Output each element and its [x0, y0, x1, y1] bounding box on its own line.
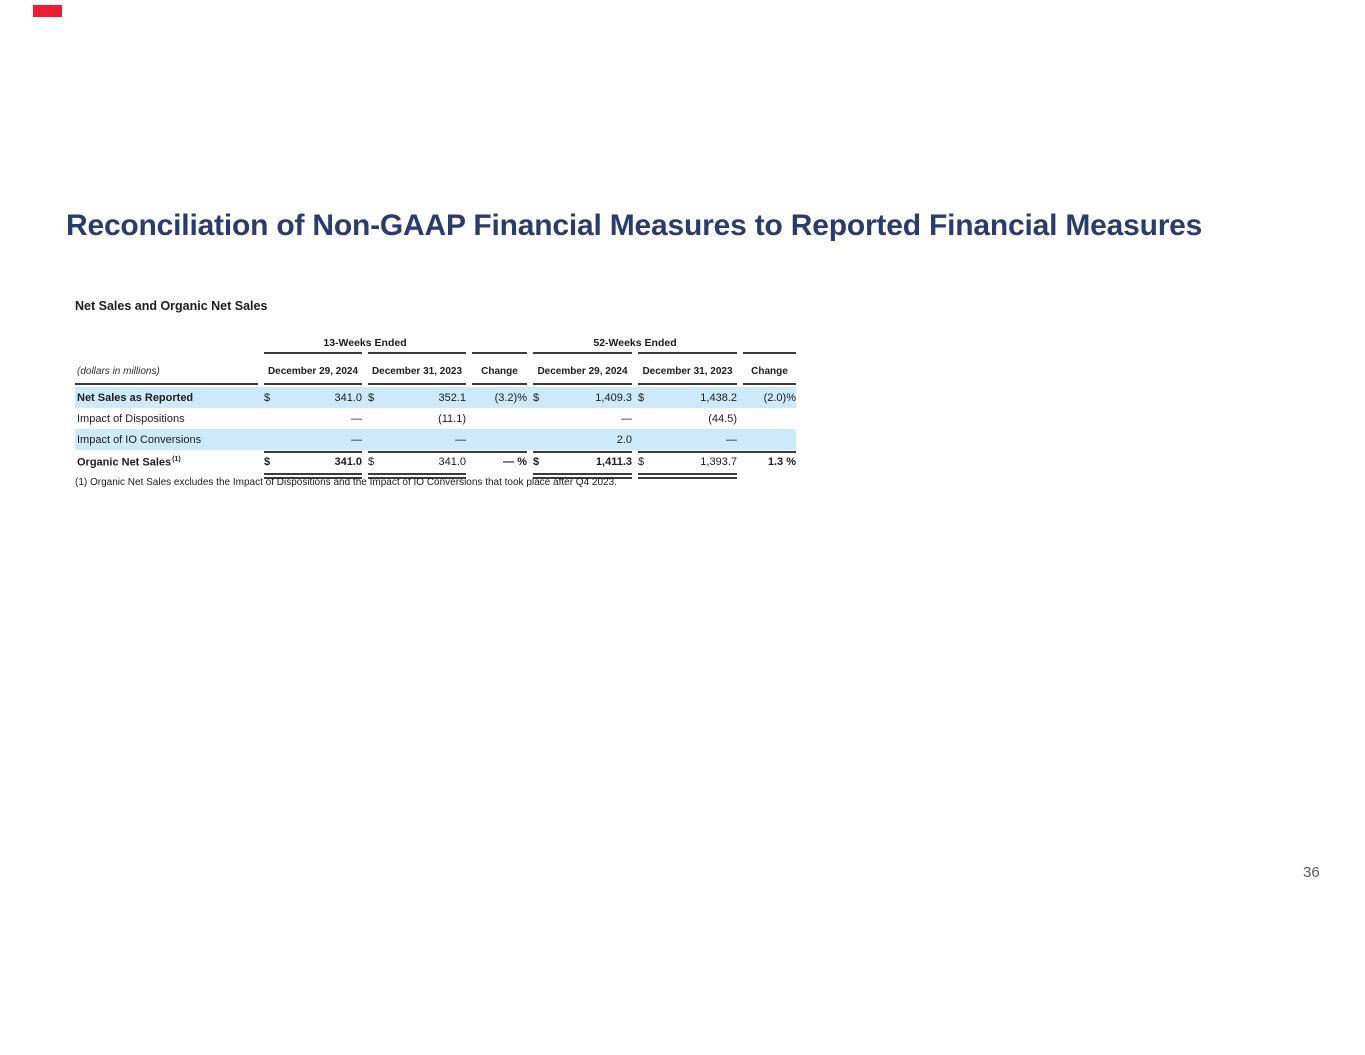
cell-value: 1,393.7 — [700, 456, 737, 468]
table-rule — [368, 451, 527, 453]
cell-value: — — [621, 412, 632, 425]
currency-symbol: $ — [264, 456, 271, 468]
cell-value: 1,438.2 — [700, 391, 737, 404]
column-header-dec31-2023: December 31, 2023 — [642, 365, 733, 377]
column-header-change: Change — [751, 365, 788, 377]
money-cell: — — [638, 434, 737, 446]
page-title: Reconciliation of Non-GAAP Financial Mea… — [66, 209, 1203, 242]
table-footnote: (1) Organic Net Sales excludes the Impac… — [75, 477, 617, 488]
table-rule — [533, 352, 632, 354]
table-rule — [264, 451, 362, 453]
cell-value: 1,411.3 — [595, 456, 632, 468]
table-row-impact-io-conversions: Impact of IO Conversions — — 2.0 — — [75, 429, 796, 450]
money-cell: $ 1,411.3 — [533, 456, 632, 468]
row-label: Impact of Dispositions — [77, 412, 185, 425]
cell-value: 2.0 — [616, 433, 632, 446]
currency-symbol: $ — [264, 391, 271, 404]
reconciliation-table: 13-Weeks Ended 52-Weeks Ended (dollars i… — [75, 337, 796, 497]
row-label: Net Sales as Reported — [77, 391, 194, 404]
table-row-impact-dispositions: Impact of Dispositions — (11.1) — (44.5) — [75, 408, 796, 429]
money-cell: (44.5) — [638, 413, 737, 425]
change-cell: 1.3 % — [767, 456, 796, 468]
cell-value: 341.0 — [334, 456, 362, 468]
table-double-rule — [264, 473, 362, 479]
cell-value: — — [455, 433, 466, 446]
table-rule — [638, 451, 796, 453]
money-cell: $ 341.0 — [264, 392, 362, 404]
cell-value: 352.1 — [438, 391, 466, 404]
money-cell: $ 341.0 — [264, 456, 362, 468]
table-heading: Net Sales and Organic Net Sales — [75, 299, 268, 313]
table-double-rule — [638, 473, 737, 479]
table-rule — [368, 352, 466, 354]
column-header-change: Change — [481, 365, 518, 377]
change-cell: (2.0)% — [763, 391, 796, 404]
money-cell: $ 1,438.2 — [638, 392, 737, 404]
cell-value: (44.5) — [708, 412, 737, 425]
currency-symbol: $ — [533, 391, 540, 404]
money-cell: $ 341.0 — [368, 456, 466, 468]
table-rule — [533, 383, 632, 385]
table-rule — [533, 451, 632, 453]
cell-value: 1,409.3 — [595, 391, 632, 404]
money-cell: $ 1,393.7 — [638, 456, 737, 468]
row-label: Organic Net Sales(1) — [75, 456, 258, 469]
table-rule — [75, 383, 258, 385]
table-rule — [264, 352, 362, 354]
units-label: (dollars in millions) — [77, 365, 160, 377]
table-rule — [472, 352, 527, 354]
cell-value: (11.1) — [438, 412, 466, 425]
cell-value: — — [351, 412, 362, 425]
currency-symbol: $ — [533, 456, 540, 468]
currency-symbol: $ — [368, 456, 375, 468]
table-row-net-sales-reported: Net Sales as Reported $ 341.0 $ 352.1 (3… — [75, 387, 796, 408]
page-number: 36 — [1303, 864, 1320, 881]
table-row-organic-net-sales: Organic Net Sales(1) $ 341.0 $ 341.0 — %… — [75, 453, 796, 471]
table-rule — [743, 352, 796, 354]
money-cell: $ 352.1 — [368, 392, 466, 404]
table-rule — [264, 383, 362, 385]
column-header-row: (dollars in millions) December 29, 2024 … — [75, 362, 796, 380]
column-header-dec29-2024: December 29, 2024 — [267, 365, 359, 377]
column-header-dec31-2023: December 31, 2023 — [371, 365, 463, 377]
group-header-13-weeks: 13-Weeks Ended — [323, 337, 407, 349]
currency-symbol: $ — [368, 391, 375, 404]
red-marker — [33, 5, 62, 17]
table-rule — [638, 383, 737, 385]
change-cell: (3.2)% — [494, 391, 527, 404]
row-label-text: Organic Net Sales — [77, 456, 172, 469]
currency-symbol: $ — [638, 456, 645, 468]
money-cell: — — [533, 413, 632, 425]
column-header-dec29-2024: December 29, 2024 — [537, 365, 628, 377]
change-cell: — % — [503, 456, 527, 468]
table-rule — [743, 383, 796, 385]
footnote-ref: (1) — [172, 455, 181, 463]
table-rule — [472, 383, 527, 385]
money-cell: $ 1,409.3 — [533, 392, 632, 404]
currency-symbol: $ — [638, 391, 645, 404]
table-double-rule — [368, 473, 466, 479]
cell-value: 341.0 — [438, 456, 466, 468]
table-rule — [368, 383, 466, 385]
money-cell: 2.0 — [533, 434, 632, 446]
cell-value: — — [351, 433, 362, 446]
group-header-52-weeks: 52-Weeks Ended — [593, 337, 677, 349]
money-cell: (11.1) — [368, 413, 466, 425]
row-label: Impact of IO Conversions — [77, 433, 202, 446]
cell-value: 341.0 — [334, 391, 362, 404]
money-cell: — — [368, 434, 466, 446]
cell-value: — — [726, 433, 737, 446]
money-cell: — — [264, 434, 362, 446]
money-cell: — — [264, 413, 362, 425]
table-double-rule — [533, 473, 632, 479]
table-rule — [638, 352, 737, 354]
